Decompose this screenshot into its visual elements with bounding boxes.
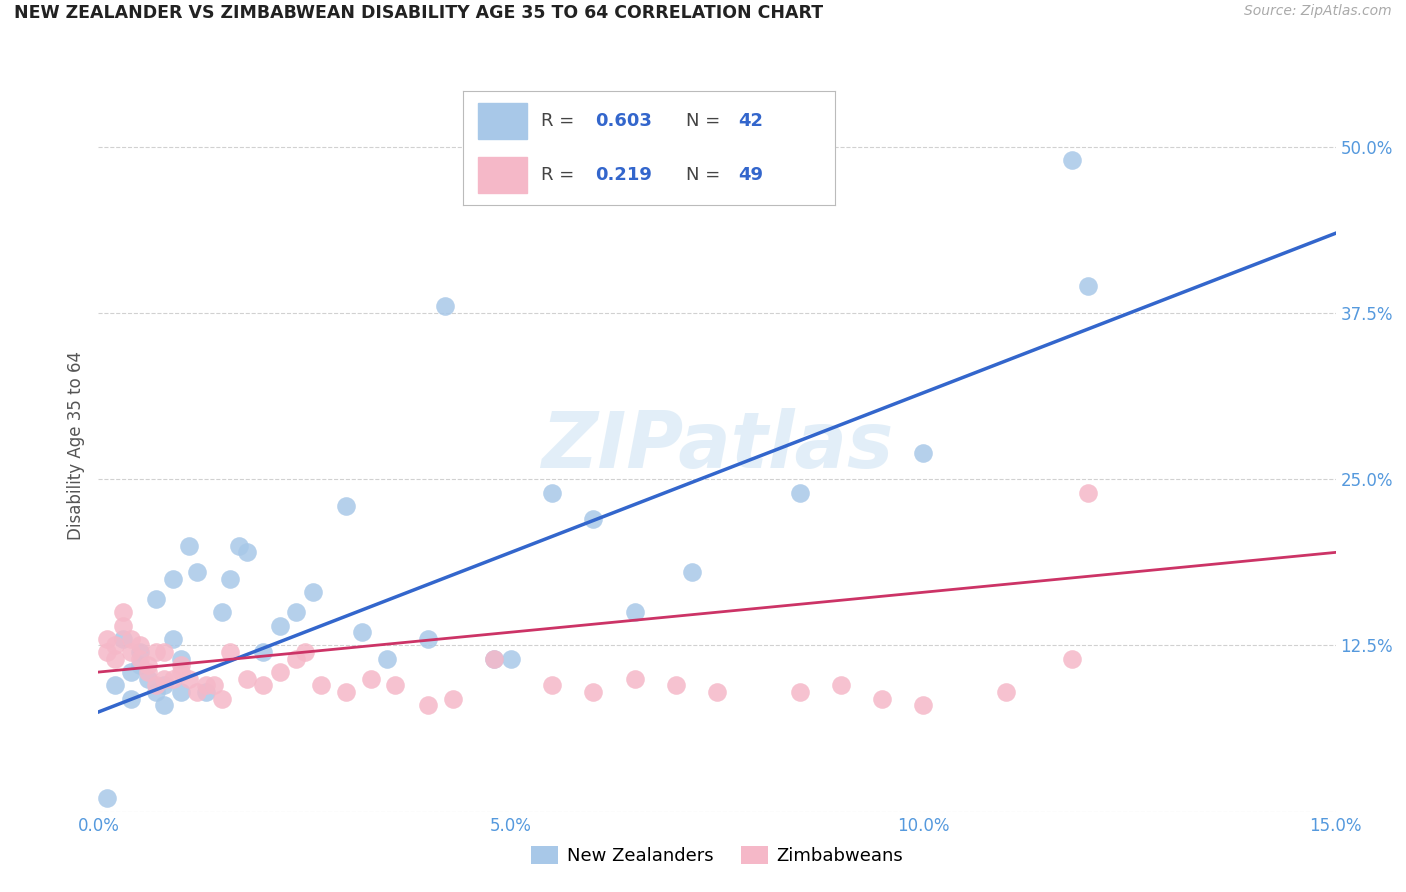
- Point: [128, 645, 150, 659]
- Y-axis label: Disability Age 35 to 64: Disability Age 35 to 64: [66, 351, 84, 541]
- Point: [335, 685, 357, 699]
- Point: [104, 652, 127, 666]
- Point: [104, 639, 127, 653]
- Point: [294, 645, 316, 659]
- Point: [269, 665, 291, 679]
- Point: [153, 672, 176, 686]
- Point: [285, 652, 308, 666]
- Point: [186, 566, 208, 580]
- Text: ZIPatlas: ZIPatlas: [541, 408, 893, 484]
- Point: [499, 652, 522, 666]
- Point: [352, 625, 374, 640]
- Point: [252, 678, 274, 692]
- Text: Source: ZipAtlas.com: Source: ZipAtlas.com: [1244, 4, 1392, 19]
- Point: [145, 685, 167, 699]
- Point: [96, 632, 118, 646]
- Point: [145, 645, 167, 659]
- Point: [912, 698, 935, 713]
- Point: [1077, 485, 1099, 500]
- Point: [153, 645, 176, 659]
- Point: [120, 665, 142, 679]
- Point: [441, 691, 464, 706]
- Point: [789, 685, 811, 699]
- Point: [219, 572, 242, 586]
- Point: [1060, 652, 1083, 666]
- Point: [228, 539, 250, 553]
- Point: [136, 665, 159, 679]
- Point: [170, 652, 193, 666]
- Point: [302, 585, 325, 599]
- Point: [269, 618, 291, 632]
- Point: [202, 678, 225, 692]
- Point: [104, 678, 127, 692]
- Point: [252, 645, 274, 659]
- Point: [170, 665, 193, 679]
- Point: [162, 632, 184, 646]
- Point: [194, 685, 217, 699]
- Point: [145, 678, 167, 692]
- Point: [211, 691, 233, 706]
- Point: [870, 691, 893, 706]
- Point: [582, 512, 605, 526]
- Point: [309, 678, 332, 692]
- Point: [112, 632, 135, 646]
- Point: [179, 539, 201, 553]
- Point: [285, 605, 308, 619]
- Point: [582, 685, 605, 699]
- Point: [1060, 153, 1083, 167]
- Point: [541, 485, 564, 500]
- Point: [912, 445, 935, 459]
- Point: [418, 632, 440, 646]
- Point: [162, 672, 184, 686]
- Point: [211, 605, 233, 619]
- Point: [194, 678, 217, 692]
- Point: [136, 658, 159, 673]
- Point: [96, 791, 118, 805]
- Legend: New Zealanders, Zimbabweans: New Zealanders, Zimbabweans: [523, 838, 911, 872]
- Point: [384, 678, 406, 692]
- Text: NEW ZEALANDER VS ZIMBABWEAN DISABILITY AGE 35 TO 64 CORRELATION CHART: NEW ZEALANDER VS ZIMBABWEAN DISABILITY A…: [14, 4, 823, 22]
- Point: [623, 672, 645, 686]
- Point: [96, 645, 118, 659]
- Point: [219, 645, 242, 659]
- Point: [128, 639, 150, 653]
- Point: [1077, 279, 1099, 293]
- Point: [665, 678, 688, 692]
- Point: [179, 672, 201, 686]
- Point: [623, 605, 645, 619]
- Point: [186, 685, 208, 699]
- Point: [120, 632, 142, 646]
- Point: [162, 572, 184, 586]
- Point: [145, 591, 167, 606]
- Point: [433, 299, 456, 313]
- Point: [236, 672, 259, 686]
- Point: [789, 485, 811, 500]
- Point: [120, 691, 142, 706]
- Point: [153, 678, 176, 692]
- Point: [335, 499, 357, 513]
- Point: [112, 618, 135, 632]
- Point: [418, 698, 440, 713]
- Point: [128, 652, 150, 666]
- Point: [484, 652, 506, 666]
- Point: [170, 658, 193, 673]
- Point: [375, 652, 398, 666]
- Point: [112, 605, 135, 619]
- Point: [360, 672, 382, 686]
- Point: [706, 685, 728, 699]
- Point: [170, 685, 193, 699]
- Point: [236, 545, 259, 559]
- Point: [541, 678, 564, 692]
- Point: [830, 678, 852, 692]
- Point: [153, 698, 176, 713]
- Point: [484, 652, 506, 666]
- Point: [136, 672, 159, 686]
- Point: [681, 566, 703, 580]
- Point: [128, 658, 150, 673]
- Point: [120, 645, 142, 659]
- Point: [994, 685, 1017, 699]
